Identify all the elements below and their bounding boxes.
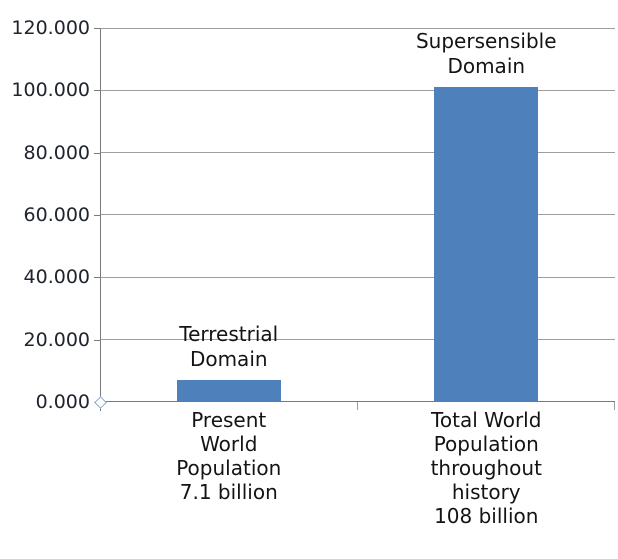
bar-supersensible-domain (434, 87, 539, 402)
gridlines (100, 28, 615, 402)
gridline (100, 214, 615, 216)
y-axis-line (100, 28, 101, 411)
y-tick (94, 339, 100, 341)
y-tick (94, 152, 100, 154)
bar-terrestrial-domain (176, 379, 281, 402)
gridline (100, 152, 615, 154)
gridline (100, 338, 615, 340)
category-label-present-population: Present World Population 7.1 billion (176, 408, 282, 504)
x-axis-tick (357, 402, 358, 410)
y-tick-label: 40.000 (23, 266, 90, 289)
x-axis-tick (614, 402, 615, 410)
y-tick-label: 60.000 (23, 203, 90, 226)
y-tick-label: 120.000 (11, 17, 90, 39)
y-tick-label: 100.000 (11, 79, 90, 102)
x-axis-category-labels: Present World Population 7.1 billion Tot… (100, 408, 615, 528)
x-axis-line (100, 400, 615, 402)
plot-area: Terrestrial Domain Supersensible Domain (100, 28, 615, 402)
y-tick-label: 20.000 (23, 328, 90, 351)
bar-label-supersensible-domain: Supersensible Domain (415, 29, 557, 79)
y-tick-label: 80.000 (23, 141, 90, 164)
y-tick-label: 0.000 (35, 390, 90, 413)
category-label-total-population: Total World Population throughout histor… (430, 408, 542, 528)
bar-label-terrestrial-domain: Terrestrial Domain (179, 321, 279, 371)
gridline (100, 276, 615, 278)
gridline (100, 28, 615, 29)
y-tick (94, 214, 100, 216)
gridline (100, 90, 615, 92)
y-tick (94, 28, 100, 29)
y-tick (94, 277, 100, 279)
category-slot-present-population: Terrestrial Domain (100, 28, 358, 402)
y-tick (94, 90, 100, 92)
category-slot-total-population: Supersensible Domain (358, 28, 616, 402)
y-axis-labels: 120.000 100.000 80.000 60.000 40.000 20.… (0, 17, 90, 413)
